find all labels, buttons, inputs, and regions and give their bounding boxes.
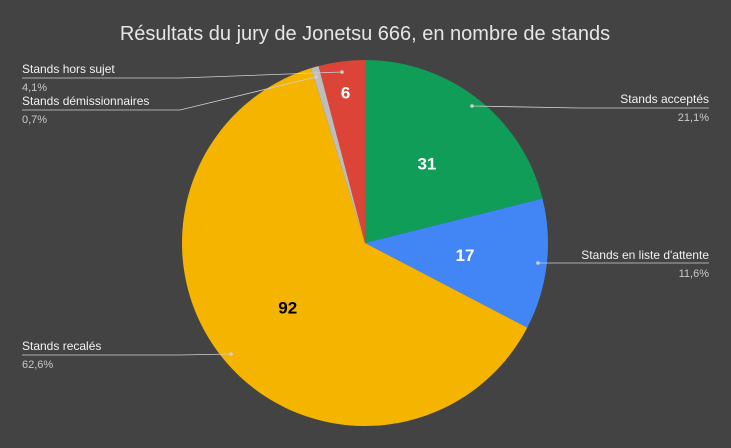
pie-slice-stands-recales [182, 68, 528, 426]
callout-stands-recales: Stands recalés 62,6% [22, 339, 233, 371]
slice-value-label: 6 [341, 83, 350, 102]
pie-slice-stands-en-liste-d-attente [365, 198, 548, 328]
leader-line [22, 71, 343, 79]
slice-callouts: Stands acceptés 21,1% Stands en liste d'at… [22, 62, 709, 371]
leader-line [22, 76, 317, 111]
slice-percent-label: 62,6% [22, 359, 53, 371]
pie-slice-stands-hors-sujet [318, 60, 365, 243]
callout-stands-en-liste-d-attente: Stands en liste d'attente 11,6% [536, 248, 709, 280]
leader-line [22, 353, 232, 356]
pie-slice-stands-acceptes [365, 60, 543, 243]
leader-line [471, 105, 709, 109]
slice-percent-label: 11,6% [679, 268, 710, 280]
slice-category-label: Stands acceptés [620, 92, 709, 106]
leader-anchor-dot [536, 261, 540, 265]
slice-category-label: Stands en liste d'attente [581, 248, 709, 262]
pie-slices [182, 60, 548, 426]
slice-value-label: 31 [417, 155, 436, 174]
slice-category-label: Stands démissionnaires [22, 94, 149, 108]
slice-percent-label: 21,1% [678, 112, 709, 124]
slice-category-label: Stands hors sujet [22, 62, 115, 76]
slice-percent-label: 0,7% [22, 114, 47, 126]
leader-anchor-dot [470, 104, 474, 108]
slice-value-label: 92 [278, 298, 297, 317]
callout-stands-acceptes: Stands acceptés 21,1% [470, 92, 709, 124]
leader-anchor-dot [340, 70, 344, 74]
slice-value-label: 17 [456, 246, 475, 265]
leader-anchor-dot [229, 352, 233, 356]
leader-anchor-dot [314, 75, 318, 79]
chart-title: Résultats du jury de Jonetsu 666, en nom… [120, 23, 610, 45]
slice-category-label: Stands recalés [22, 339, 101, 353]
pie-slice-stands-demissionnaires [311, 65, 365, 244]
slice-value-labels: 31 17 92 6 [278, 83, 474, 317]
callout-stands-hors-sujet: Stands hors sujet 4,1% [22, 62, 344, 94]
callout-stands-demissionnaires: Stands démissionnaires 0,7% [22, 75, 318, 126]
slice-percent-label: 4,1% [22, 82, 47, 94]
